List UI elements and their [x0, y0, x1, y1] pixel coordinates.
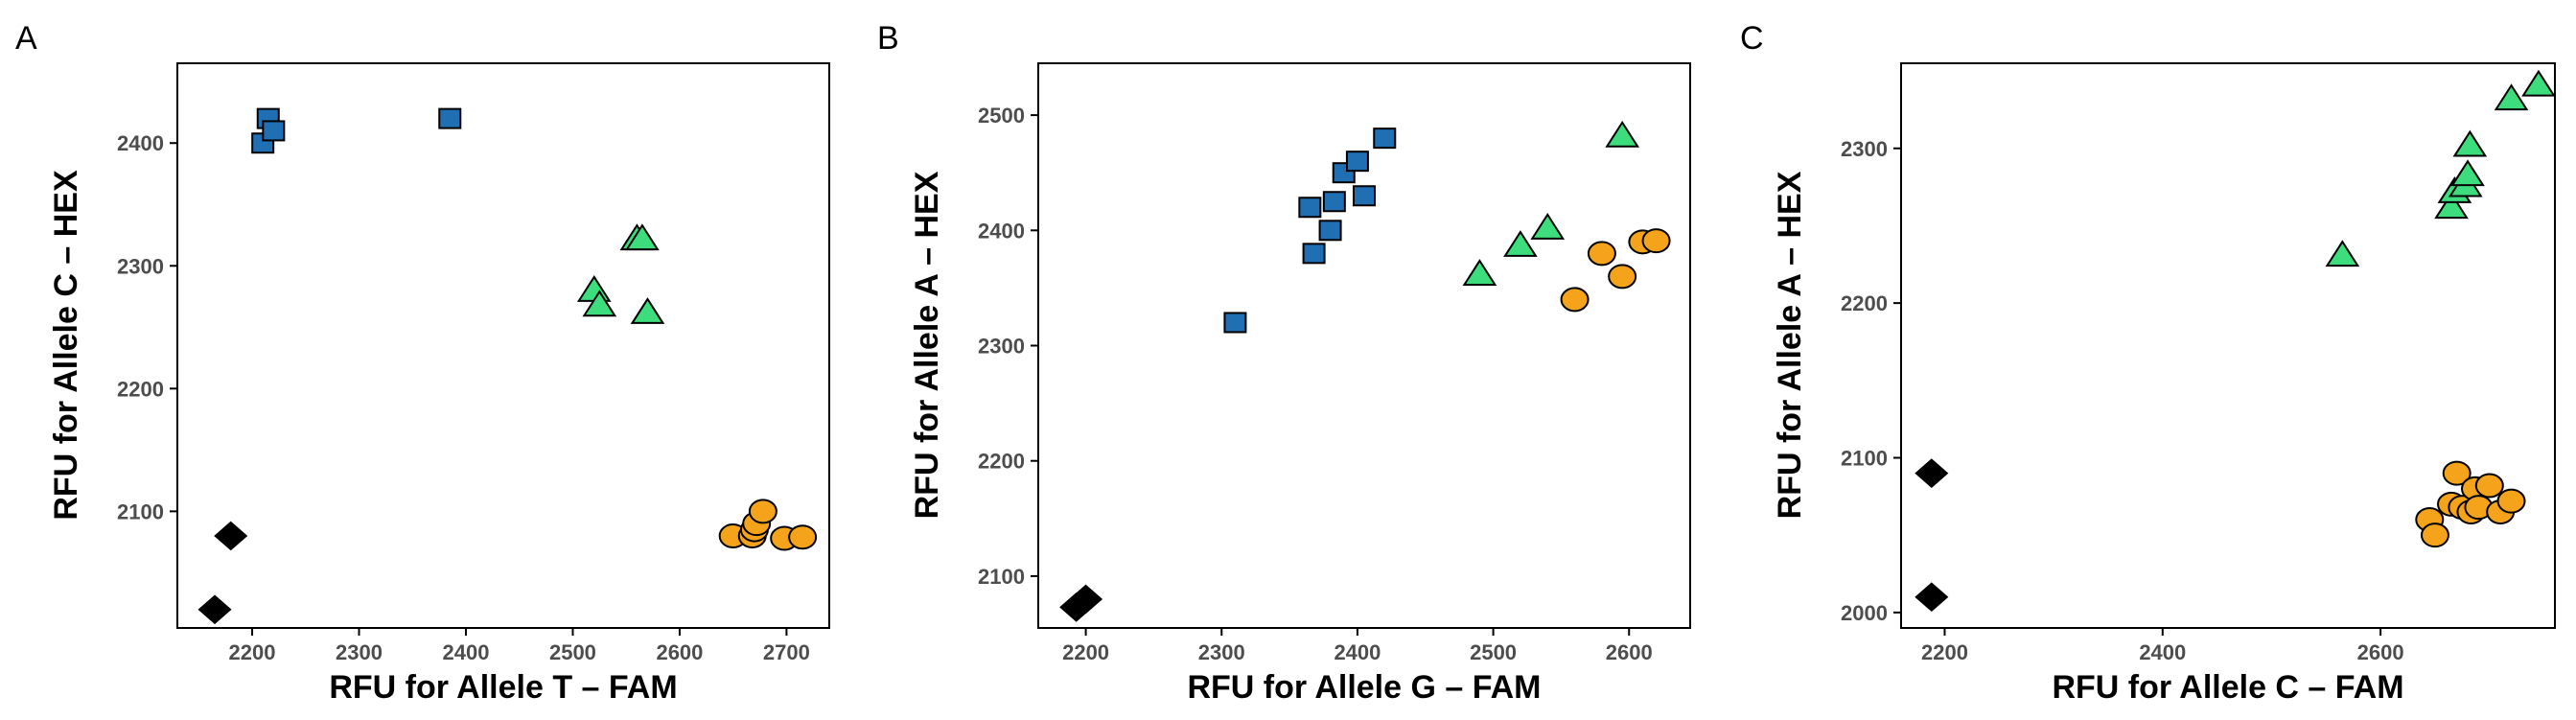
panel-b-x-tick-label: 2400 — [1334, 640, 1381, 664]
panel-a-x-tick-label: 2400 — [443, 640, 490, 664]
panel-b-square-point — [1322, 191, 1346, 213]
panel-c-triangle-point — [2521, 69, 2556, 97]
panel-a-triangle-point — [576, 275, 612, 302]
panel-c-ticks: 2200 2400 2600 2000 2100 2200 2300 — [1841, 137, 2404, 664]
panel-b-y-tick-label: 2100 — [978, 565, 1025, 589]
panel-a-x-tick-label: 2700 — [763, 640, 810, 664]
panel-a-y-tick-label: 2400 — [117, 131, 164, 155]
panel-b-square-point — [1345, 151, 1369, 173]
panel-c-x-tick-label: 2400 — [2139, 640, 2186, 664]
panel-b-x-tick-label: 2200 — [1062, 640, 1109, 664]
panel-a-x-tick-label: 2300 — [336, 640, 383, 664]
panel-letter-a: A — [15, 20, 37, 57]
panel-c-diamond-point — [1915, 458, 1949, 488]
panel-b-plot-area — [1037, 62, 1691, 629]
panel-a-triangle-point — [625, 223, 660, 251]
panel-a-diamond-point — [214, 521, 248, 551]
panel-b-y-tick-label: 2300 — [978, 335, 1025, 359]
panel-a-y-axis-title: RFU for Allele C – HEX — [48, 170, 84, 521]
panel-a-circle-point — [788, 524, 818, 550]
panel-a-triangle-point — [582, 290, 617, 317]
panel-b-circle-point — [1641, 228, 1671, 254]
panel-c-circle-point — [2474, 473, 2504, 499]
panel-c-y-tick-label: 2000 — [1841, 601, 1888, 625]
panel-c: C 2200 2400 2600 2000 2100 2200 2300 RFU for A… — [1740, 20, 2556, 706]
panel-b-triangle-point — [1462, 259, 1497, 286]
panel-b-ticks: 2200 2300 2400 2500 2600 2100 2200 2300 2400 2500 — [978, 104, 1653, 664]
panel-b-square-point — [1353, 185, 1376, 207]
panel-a: A 2200 2300 2400 2500 2600 2700 2100 2200 2300 24… — [15, 20, 830, 706]
panel-b-square-point — [1318, 220, 1342, 242]
panel-c-diamond-point — [1915, 582, 1949, 613]
panel-a-triangle-point — [630, 297, 665, 324]
panel-b: B 2200 2300 2400 2500 2600 2100 2200 2300 2400 25… — [877, 20, 1691, 706]
panel-a-points — [197, 107, 818, 625]
panel-c-triangle-point — [2450, 159, 2485, 187]
panel-a-plot-area — [176, 62, 830, 629]
panel-b-diamond-point — [1069, 584, 1103, 615]
panel-a-x-axis-title: RFU for Allele T – FAM — [329, 669, 677, 706]
panel-b-y-tick-label: 2400 — [978, 219, 1025, 243]
panel-a-circle-point — [748, 499, 777, 524]
panel-b-triangle-point — [1530, 213, 1566, 240]
panel-c-x-axis-title: RFU for Allele C – FAM — [2052, 669, 2403, 706]
panel-c-x-tick-label: 2600 — [2357, 640, 2404, 664]
panel-b-x-tick-label: 2300 — [1198, 640, 1245, 664]
panel-letter-b: B — [877, 20, 899, 57]
panel-c-triangle-point — [2325, 240, 2360, 267]
panel-b-circle-point — [1560, 287, 1590, 313]
panel-b-circle-point — [1608, 264, 1637, 290]
panel-b-square-point — [1298, 197, 1322, 219]
panel-b-square-point — [1223, 312, 1247, 334]
panel-c-circle-point — [2496, 488, 2526, 514]
panel-c-triangle-point — [2494, 83, 2529, 111]
panel-a-x-tick-label: 2600 — [656, 640, 703, 664]
panel-c-y-tick-label: 2300 — [1841, 137, 1888, 161]
panel-a-diamond-point — [197, 594, 232, 625]
panel-c-x-tick-label: 2200 — [1921, 640, 1968, 664]
panel-a-square-point — [438, 107, 462, 129]
panel-b-y-axis-title: RFU for Allele A – HEX — [909, 171, 945, 519]
panel-b-circle-point — [1587, 241, 1616, 267]
panel-c-points — [1915, 69, 2556, 613]
panel-b-square-point — [1302, 243, 1326, 265]
panel-a-square-point — [262, 120, 286, 142]
panel-b-y-tick-label: 2500 — [978, 104, 1025, 128]
panel-a-y-tick-label: 2200 — [117, 377, 164, 401]
panel-b-y-tick-label: 2200 — [978, 450, 1025, 474]
panel-letter-c: C — [1740, 20, 1764, 57]
panel-c-y-tick-label: 2100 — [1841, 446, 1888, 470]
panel-b-x-tick-label: 2500 — [1470, 640, 1517, 664]
panel-a-x-tick-label: 2500 — [549, 640, 596, 664]
panel-c-triangle-point — [2452, 129, 2488, 157]
panel-c-y-tick-label: 2200 — [1841, 291, 1888, 315]
panel-a-y-tick-label: 2100 — [117, 499, 164, 523]
panel-a-x-tick-label: 2200 — [229, 640, 276, 664]
panel-b-square-point — [1373, 128, 1397, 150]
panel-b-x-axis-title: RFU for Allele G – FAM — [1187, 669, 1541, 706]
panel-c-circle-point — [2442, 460, 2472, 486]
panel-c-triangle-point — [2434, 192, 2469, 220]
panel-a-ticks: 2200 2300 2400 2500 2600 2700 2100 2200 2300 2400 — [117, 131, 810, 664]
panel-b-points — [1059, 120, 1671, 622]
panel-b-triangle-point — [1605, 120, 1639, 148]
panel-c-circle-point — [2420, 523, 2449, 548]
panel-c-y-axis-title: RFU for Allele A – HEX — [1772, 171, 1808, 519]
panel-a-y-tick-label: 2300 — [117, 254, 164, 278]
panel-b-triangle-point — [1503, 230, 1538, 257]
panel-b-x-tick-label: 2600 — [1606, 640, 1653, 664]
panel-c-plot-area — [1900, 62, 2556, 629]
